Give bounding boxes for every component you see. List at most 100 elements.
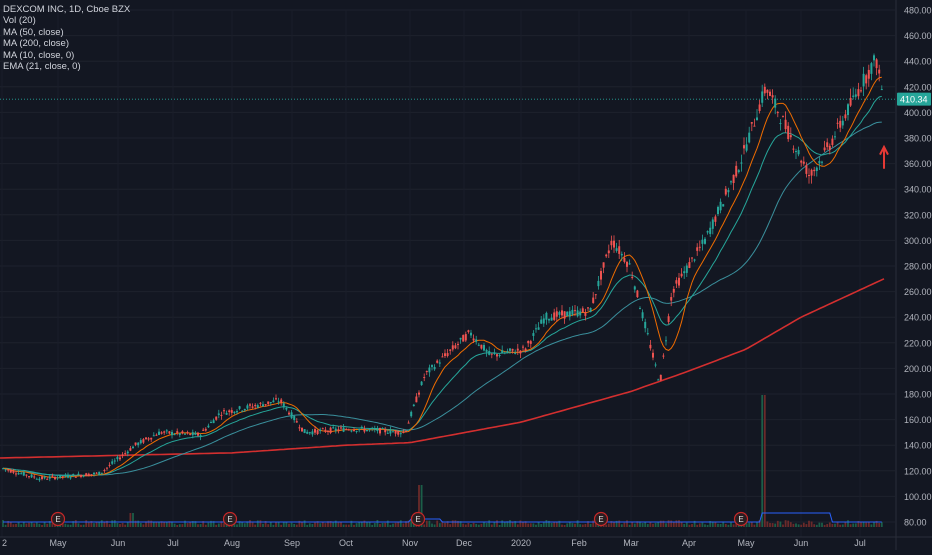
volume-bar bbox=[678, 520, 680, 527]
x-tick-label: Mar bbox=[623, 538, 639, 548]
candle-body bbox=[797, 150, 800, 155]
candle-body bbox=[706, 231, 709, 233]
volume-bar bbox=[758, 520, 761, 527]
volume-bar bbox=[152, 522, 155, 527]
volume-bar bbox=[163, 521, 166, 527]
earnings-marker bbox=[733, 511, 749, 527]
candle-body bbox=[301, 427, 303, 432]
y-tick-label: 220.00 bbox=[904, 338, 932, 348]
volume-bar bbox=[568, 521, 571, 527]
candle-body bbox=[815, 167, 818, 171]
volume-bar bbox=[93, 523, 95, 527]
volume-bar bbox=[7, 520, 10, 527]
volume-bar bbox=[823, 524, 826, 527]
candle-body bbox=[113, 460, 116, 462]
candle-body bbox=[163, 431, 166, 433]
candle-body bbox=[766, 89, 769, 93]
volume-bar bbox=[467, 522, 470, 527]
volume-bar bbox=[706, 524, 709, 527]
volume-bar bbox=[160, 521, 163, 527]
candle-body bbox=[87, 473, 90, 477]
volume-bar bbox=[295, 524, 298, 527]
volume-bar bbox=[649, 521, 652, 527]
volume-bar bbox=[345, 524, 348, 527]
candle-body bbox=[264, 404, 267, 406]
candle-body bbox=[72, 474, 75, 476]
legend-ma10: MA (10, close, 0) bbox=[3, 49, 75, 61]
ma10-line bbox=[2, 76, 882, 479]
candle-body bbox=[191, 432, 194, 436]
candle-body bbox=[589, 307, 592, 313]
volume-bar bbox=[571, 523, 574, 527]
volume-bar bbox=[108, 524, 111, 527]
volume-bar bbox=[698, 523, 701, 527]
candle-body bbox=[204, 428, 207, 431]
volume-bar bbox=[80, 524, 82, 527]
candle-body bbox=[774, 98, 777, 108]
candle-body bbox=[74, 476, 77, 478]
volume-bar bbox=[787, 520, 790, 527]
volume-bar bbox=[550, 522, 553, 527]
candle-body bbox=[35, 478, 38, 480]
candle-body bbox=[230, 410, 233, 413]
candle-body bbox=[7, 469, 10, 471]
candle-body bbox=[82, 475, 85, 477]
candle-body bbox=[197, 432, 199, 436]
volume-bar bbox=[420, 485, 423, 527]
volume-bar bbox=[355, 523, 358, 527]
candle-body bbox=[236, 411, 238, 413]
volume-bar bbox=[254, 524, 257, 527]
volume-bar bbox=[696, 524, 699, 527]
candle-body bbox=[477, 344, 480, 346]
volume-bar bbox=[779, 521, 782, 527]
y-tick-label: 200.00 bbox=[904, 364, 932, 374]
candle-body bbox=[701, 239, 704, 244]
candle-body bbox=[324, 429, 327, 432]
volume-bar bbox=[220, 521, 223, 527]
volume-bar bbox=[826, 524, 829, 527]
candle-body bbox=[425, 370, 428, 372]
candle-body bbox=[451, 345, 454, 350]
candle-body bbox=[467, 330, 470, 332]
volume-bar bbox=[381, 522, 384, 527]
candle-body bbox=[860, 90, 862, 92]
candle-body bbox=[373, 428, 376, 430]
volume-bar bbox=[836, 521, 839, 527]
volume-bar bbox=[436, 520, 439, 527]
ema21-line bbox=[2, 95, 882, 477]
candle-body bbox=[548, 319, 550, 321]
volume-bar bbox=[462, 523, 465, 527]
candle-body bbox=[376, 428, 379, 432]
candle-body bbox=[748, 132, 751, 143]
candle-body bbox=[337, 429, 340, 431]
volume-bar bbox=[340, 522, 342, 527]
volume-bar bbox=[386, 520, 389, 527]
volume-bar bbox=[652, 523, 654, 527]
candle-body bbox=[43, 476, 46, 479]
volume-bar bbox=[813, 524, 816, 527]
candle-body bbox=[173, 434, 176, 436]
candle-body bbox=[285, 407, 288, 410]
candle-body bbox=[342, 427, 345, 432]
candle-body bbox=[584, 312, 587, 316]
volume-bar bbox=[121, 522, 124, 527]
volume-bar bbox=[607, 523, 610, 527]
volume-bar bbox=[405, 521, 407, 527]
candle-body bbox=[519, 350, 522, 354]
candle-body bbox=[810, 169, 813, 176]
volume-bar bbox=[173, 523, 176, 527]
candle-body bbox=[782, 116, 784, 118]
volume-bar bbox=[438, 523, 441, 527]
volume-bar bbox=[805, 524, 808, 527]
candle-body bbox=[826, 142, 829, 147]
volume-bar bbox=[592, 520, 595, 527]
volume-bar bbox=[324, 523, 327, 527]
candle-body bbox=[441, 356, 444, 358]
candle-body bbox=[384, 429, 387, 433]
volume-bar bbox=[641, 523, 644, 527]
candle-body bbox=[823, 147, 826, 151]
candle-body bbox=[800, 160, 803, 163]
volume-bar bbox=[667, 520, 670, 527]
